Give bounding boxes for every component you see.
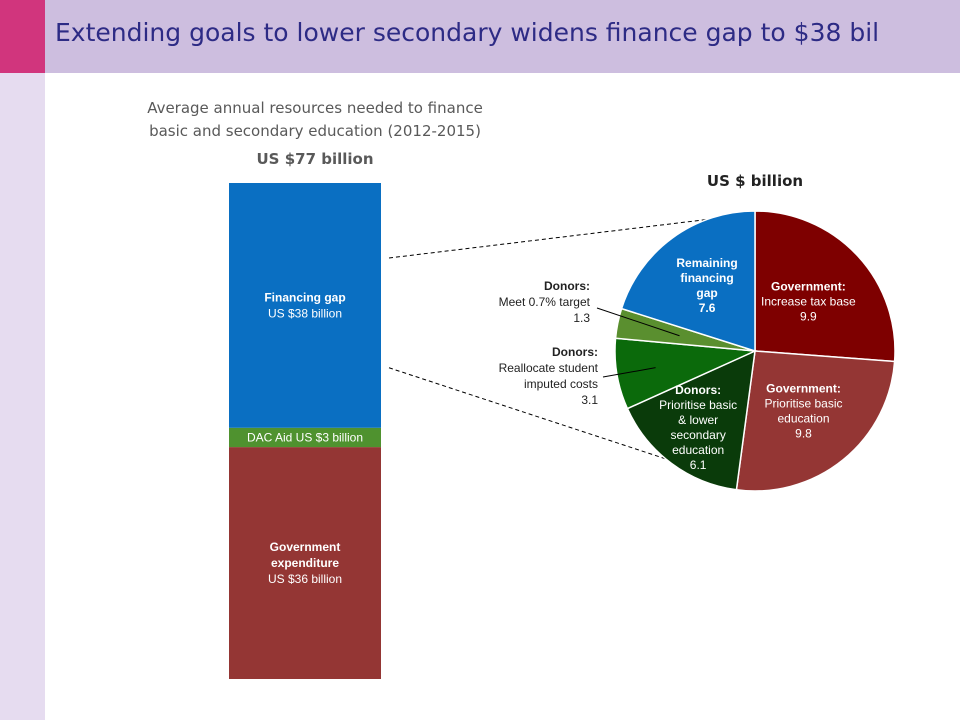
callout-label-line: imputed costs	[524, 377, 598, 391]
pie-label-line: 7.6	[699, 301, 716, 315]
callout-leader-donors_meet	[596, 307, 680, 337]
bar-segment-dac_aid	[229, 427, 381, 448]
pie-label-line: Prioritise basic	[659, 398, 737, 412]
accent-block	[0, 0, 45, 73]
callout-leader-donors_reallocate	[602, 367, 656, 378]
pie-label-line: financing	[680, 271, 733, 285]
pie-chart: Government: Increase tax base 9.9Governmen…	[614, 210, 896, 492]
bar-label-financing_gap: Financing gap US $38 billion	[264, 290, 345, 320]
bar-segment-government_expenditure	[229, 447, 381, 679]
callout-label-line: Reallocate student	[499, 361, 599, 375]
pie-label-line: Donors:	[675, 383, 721, 397]
bar-label-line: DAC Aid US $3 billion	[247, 430, 363, 444]
stacked-bar: Government expenditure US $36 billion DAC A…	[229, 183, 381, 679]
title-band	[0, 0, 960, 73]
bar-label-line: expenditure	[271, 556, 339, 570]
pie-label-line: gap	[696, 286, 717, 300]
pie-label-gov_prioritise: Government: Prioritise basic education 9.8	[764, 381, 842, 440]
bar-label-line: Government	[270, 540, 341, 554]
pie-slice-gov_tax_base	[754, 210, 896, 363]
side-strip	[0, 73, 45, 720]
bar-label-line: Financing gap	[264, 290, 345, 304]
pie-label-line: secondary	[670, 428, 725, 442]
slide-title: Extending goals to lower secondary widen…	[55, 18, 880, 47]
pie-unit-label: US $ billion	[706, 172, 804, 190]
chart-subtitle: Average annual resources needed to finan…	[100, 97, 530, 143]
pie-label-line: 6.1	[690, 458, 707, 472]
pie-label-line: Government:	[766, 381, 841, 395]
pie-label-line: & lower	[678, 413, 718, 427]
subtitle-line-2: basic and secondary education (2012-2015…	[149, 122, 481, 140]
pie-label-donors_prioritise: Donors: Prioritise basic & lower secondary e…	[659, 383, 737, 472]
pie-slice-donors_prioritise	[626, 349, 756, 491]
pie-callouts: Donors: Reallocate student imputed costs 3.…	[499, 279, 680, 407]
pie-label-gov_tax_base: Government: Increase tax base 9.9	[761, 279, 856, 323]
bar-segment-financing_gap	[229, 183, 381, 428]
pie-label-line: Prioritise basic	[764, 396, 842, 410]
callout-label-donors_reallocate: Donors: Reallocate student imputed costs 3.…	[499, 345, 599, 407]
callout-label-line: Donors:	[544, 279, 590, 293]
connector-upper	[388, 218, 708, 259]
pie-label-line: 9.8	[795, 426, 812, 440]
bar-label-dac_aid: DAC Aid US $3 billion	[247, 430, 363, 444]
pie-label-line: education	[672, 443, 724, 457]
bar-label-government_expenditure: Government expenditure US $36 billion	[268, 540, 342, 586]
total-label: US $77 billion	[256, 150, 374, 168]
callout-label-line: Donors:	[552, 345, 598, 359]
callout-label-line: 3.1	[581, 393, 598, 407]
pie-slice-gov_prioritise	[735, 350, 896, 492]
pie-label-remaining_gap: Remaining financing gap 7.6	[676, 256, 737, 315]
pie-label-line: 9.9	[800, 309, 817, 323]
bar-to-pie-connectors	[388, 218, 708, 460]
bar-label-line: US $38 billion	[268, 306, 342, 320]
callout-label-donors_meet: Donors: Meet 0.7% target 1.3	[499, 279, 591, 325]
bar-label-line: US $36 billion	[268, 572, 342, 586]
subtitle-line-1: Average annual resources needed to finan…	[147, 99, 483, 117]
callout-label-line: Meet 0.7% target	[499, 295, 591, 309]
pie-slice-remaining_gap	[620, 210, 756, 353]
pie-label-line: Increase tax base	[761, 294, 856, 308]
pie-label-line: education	[777, 411, 829, 425]
callout-label-line: 1.3	[573, 311, 590, 325]
pie-label-line: Government:	[771, 279, 846, 293]
pie-label-line: Remaining	[676, 256, 737, 270]
